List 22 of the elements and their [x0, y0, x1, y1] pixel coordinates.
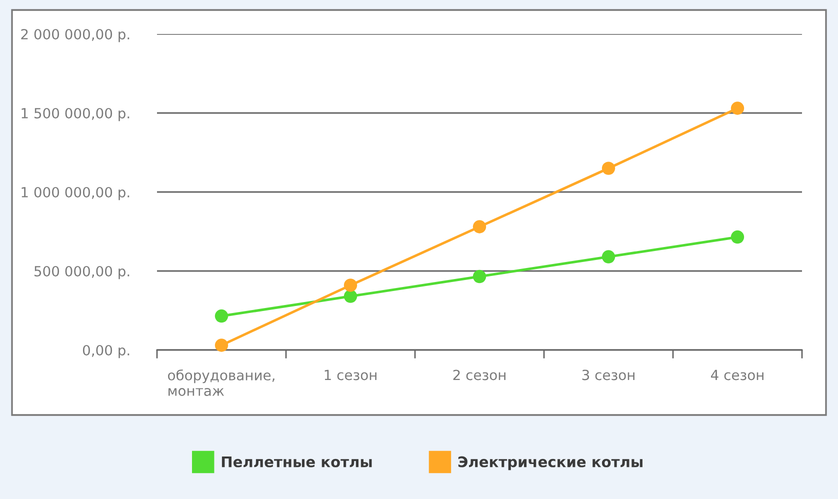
- point: [472, 220, 486, 234]
- y-tick-label: 2 000 000,00 р.: [21, 28, 130, 42]
- y-tick-label: 500 000,00 р.: [34, 266, 130, 280]
- x-tick-label: оборудование, монтаж: [168, 369, 274, 396]
- point: [602, 162, 616, 175]
- legend-label: Электрические котлы: [458, 456, 642, 470]
- y-tick-label: 1 000 000,00 р.: [22, 186, 130, 200]
- point: [344, 278, 358, 292]
- point: [730, 230, 744, 244]
- point: [214, 338, 228, 352]
- x-tick-label: 3 сезон: [582, 370, 634, 380]
- point: [344, 290, 358, 303]
- x-tick-label: 1 сезон: [324, 370, 376, 380]
- x-tick-label: 2 сезон: [453, 370, 506, 380]
- point: [730, 102, 744, 115]
- point: [472, 270, 486, 284]
- y-tick-label: 1 500 000,00 р.: [22, 108, 130, 122]
- point: [214, 309, 228, 323]
- legend-label: Пеллетные котлы: [222, 456, 372, 468]
- y-tick-label: 0,00 р.: [82, 344, 130, 358]
- x-tick-label: 4 сезон: [710, 370, 764, 380]
- point: [602, 250, 616, 264]
